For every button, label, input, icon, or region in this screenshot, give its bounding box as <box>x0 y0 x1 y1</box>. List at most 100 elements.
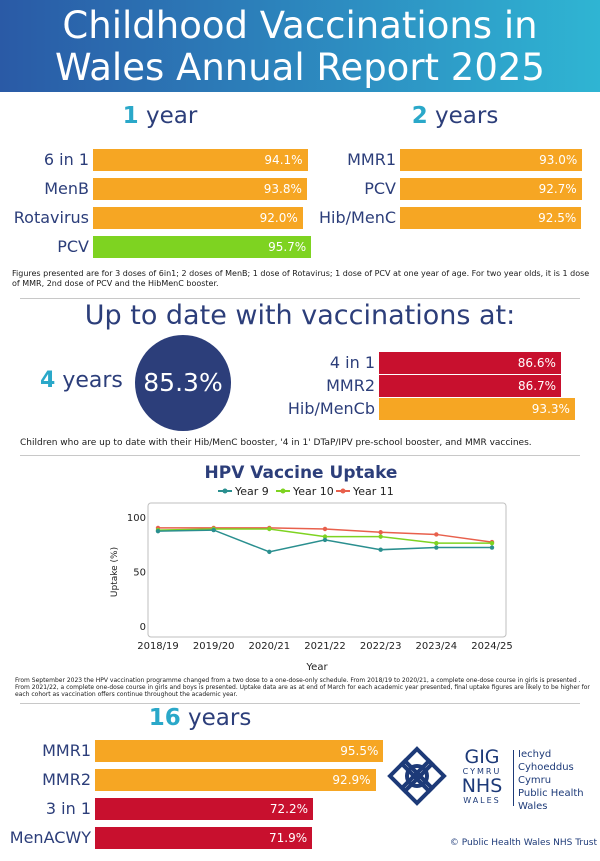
chart-title: HPV Vaccine Uptake <box>205 463 398 483</box>
legend-label: Year 11 <box>352 485 394 498</box>
legend-label: Year 10 <box>292 485 334 498</box>
bar-label: MenB <box>44 179 89 198</box>
section-divider <box>20 298 580 299</box>
section-divider <box>20 455 580 456</box>
logo-gig: GIG <box>464 746 500 768</box>
one-year-title: 1 year <box>10 103 310 129</box>
x-tick-label: 2021/22 <box>304 641 346 652</box>
y-axis-label: Uptake (%) <box>110 547 120 597</box>
two-years-num: 2 <box>411 103 428 129</box>
up-to-date-note: Children who are up to date with their H… <box>20 438 532 448</box>
y-tick-label: 50 <box>133 568 146 579</box>
legend-item: Year 10 <box>276 485 334 498</box>
sixteen-years-title: 16 years <box>80 705 320 731</box>
bar-mmr2: 92.9% <box>95 769 376 791</box>
bar-label: PCV <box>364 179 396 198</box>
series-point <box>322 537 328 543</box>
nhs-wales-knot-logo <box>387 746 447 806</box>
bar-label: 6 in 1 <box>43 150 89 169</box>
four-years-label: 4 years <box>40 368 123 393</box>
doses-note: Figures presented are for 3 doses of 6in… <box>12 269 590 288</box>
four-years-text: years <box>62 368 123 393</box>
bar-rotavirus: 92.0% <box>93 207 303 229</box>
series-point <box>378 530 383 535</box>
bar-label: 4 in 1 <box>329 353 375 372</box>
bar-menb: 93.8% <box>93 178 307 200</box>
x-tick-label: 2022/23 <box>360 641 402 652</box>
bar-6-in-1: 94.1% <box>93 149 308 171</box>
bar-4-in-1: 86.6% <box>379 352 561 374</box>
logo-line4: Wales <box>518 801 548 812</box>
two-years-label: years <box>435 103 499 129</box>
series-point <box>434 545 439 550</box>
logo-wales: WALES <box>463 796 501 805</box>
x-tick-label: 2019/20 <box>193 641 235 652</box>
series-point <box>322 526 328 532</box>
bar-label: MenACWY <box>9 828 91 847</box>
logo-nhs: NHS <box>461 775 503 797</box>
logo-divider <box>513 750 514 806</box>
header-banner: Childhood Vaccinations in Wales Annual R… <box>0 0 600 92</box>
x-tick-label: 2020/21 <box>249 641 291 652</box>
series-point <box>267 526 272 532</box>
logo-cymru: CYMRU <box>462 767 502 776</box>
bar-label: MMR1 <box>347 150 396 169</box>
bar-label: Hib/MenCb <box>287 399 375 418</box>
section-divider <box>20 703 580 704</box>
bar-mmr1: 93.0% <box>400 149 583 171</box>
two-years-title: 2 years <box>320 103 590 129</box>
public-health-wales-text: Iechyd Cyhoeddus Cymru Public Health Wal… <box>518 748 598 813</box>
legend-label: Year 9 <box>234 485 269 498</box>
bar-label: MMR2 <box>42 770 91 789</box>
series-point <box>434 532 439 537</box>
bar-hib-menc: 92.5% <box>400 207 582 229</box>
x-tick-label: 2018/19 <box>137 641 179 652</box>
legend-item: Year 9 <box>218 485 269 498</box>
series-point <box>267 549 272 555</box>
y-tick-label: 0 <box>140 622 146 633</box>
x-tick-label: 2024/25 <box>471 641 513 652</box>
series-point <box>211 527 216 533</box>
bar-label: 3 in 1 <box>45 799 91 818</box>
copyright: © Public Health Wales NHS Trust <box>449 838 597 848</box>
hpv-note: From September 2023 the HPV vaccination … <box>15 677 590 698</box>
bar-pcv: 95.7% <box>93 236 312 258</box>
report-title-line2: Wales Annual Report 2025 <box>55 46 545 89</box>
one-year-label: year <box>146 103 198 129</box>
series-point <box>489 545 495 550</box>
series-point <box>489 540 495 546</box>
legend-item: Year 11 <box>336 485 394 498</box>
four-years-num: 4 <box>40 368 56 393</box>
sixteen-years-num: 16 <box>148 705 181 731</box>
series-point <box>434 540 439 546</box>
bar-3-in-1: 72.2% <box>95 798 314 820</box>
overall-uptake-circle: 85.3% <box>135 335 231 431</box>
bar-mmr1: 95.5% <box>95 740 384 762</box>
series-point <box>322 534 328 539</box>
logo-line2: Cymru <box>518 775 552 786</box>
x-tick-label: 2023/24 <box>416 641 458 652</box>
logo-line3: Public Health <box>518 788 584 799</box>
bar-label: PCV <box>57 237 89 256</box>
x-axis-label: Year <box>305 662 328 673</box>
up-to-date-title: Up to date with vaccinations at: <box>84 300 516 331</box>
plot-frame <box>147 502 507 638</box>
bar-pcv: 92.7% <box>400 178 582 200</box>
sixteen-years-label: years <box>188 705 252 731</box>
nhs-wales-wordmark: GIG CYMRU NHS WALES <box>452 748 512 806</box>
report-title-line1: Childhood Vaccinations in <box>62 4 538 47</box>
bar-label: Rotavirus <box>13 208 89 227</box>
bar-label: Hib/MenC <box>319 208 396 227</box>
hpv-line-chart: HPV Vaccine Uptake Year Uptake (%) 0 50 10… <box>110 463 513 673</box>
series-point <box>378 547 383 552</box>
series-point <box>155 528 161 534</box>
logo-line1: Iechyd Cyhoeddus <box>518 749 574 773</box>
bar-label: MMR1 <box>42 741 91 760</box>
series-point <box>378 534 383 539</box>
one-year-num: 1 <box>122 103 139 129</box>
y-tick-label: 100 <box>127 513 146 524</box>
bar-menacwy: 71.9% <box>95 827 313 849</box>
bar-mmr2: 86.7% <box>379 375 562 397</box>
bar-hib-mencb: 93.3% <box>379 398 575 420</box>
bar-label: MMR2 <box>326 376 375 395</box>
